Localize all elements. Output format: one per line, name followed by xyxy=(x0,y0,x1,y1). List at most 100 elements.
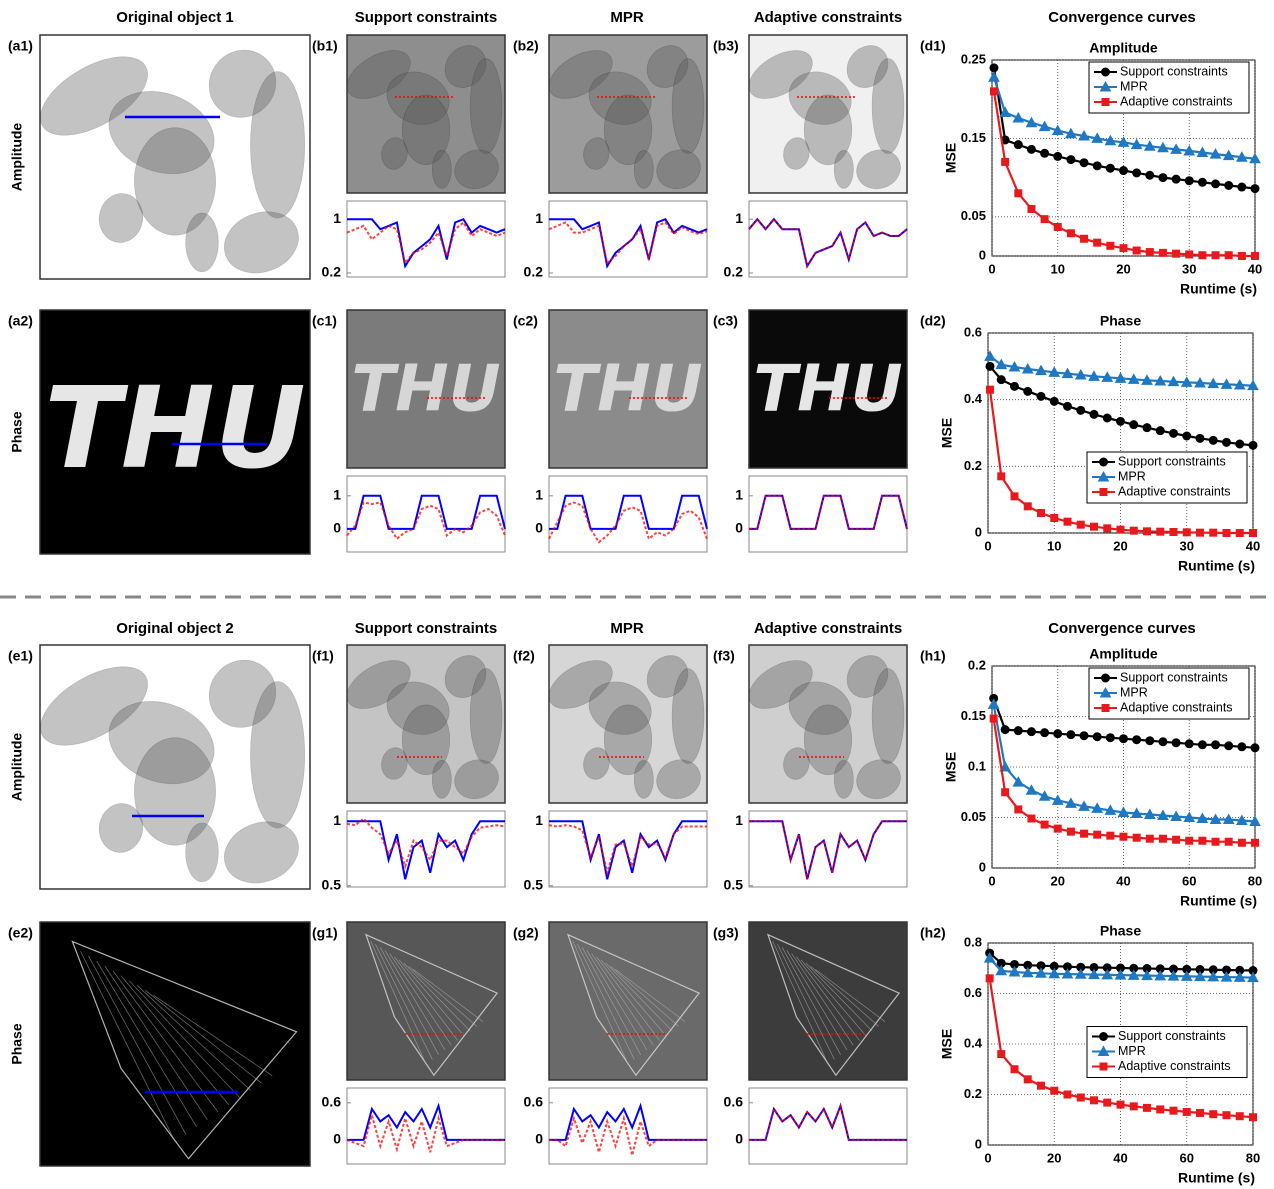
marker xyxy=(1172,249,1181,258)
marker xyxy=(1209,813,1222,825)
image-panel xyxy=(39,34,311,280)
marker xyxy=(1154,374,1167,386)
cell-shape xyxy=(783,747,810,780)
cell-shape xyxy=(71,940,298,1160)
chart: 0 0.05 0.1 0.15 0.2 0 20 40 60 80 Amplitude Runtime… xyxy=(943,646,1263,909)
chart: 10 xyxy=(333,475,506,553)
x-tick-label: 20 xyxy=(1051,873,1065,888)
marker xyxy=(1250,743,1260,753)
fiber xyxy=(572,940,629,1065)
legend-marker xyxy=(1101,98,1110,106)
marker xyxy=(1119,244,1128,253)
plot-area xyxy=(548,810,708,888)
y-tick-label: 0.5 xyxy=(322,876,342,892)
row-label: Phase xyxy=(9,1023,25,1064)
marker xyxy=(1023,1075,1032,1084)
cell-shape xyxy=(40,56,148,136)
x-tick-label: 80 xyxy=(1246,1150,1260,1165)
marker xyxy=(1012,111,1025,123)
marker xyxy=(1196,146,1209,158)
panel-label: (c3) xyxy=(713,313,738,329)
marker xyxy=(1143,527,1151,536)
cell-shape xyxy=(583,747,610,780)
image-frame xyxy=(748,921,908,1081)
y-tick-label: 0.15 xyxy=(961,708,986,723)
fiber xyxy=(80,951,176,1142)
marker xyxy=(1066,229,1075,238)
marker xyxy=(1001,788,1010,797)
image-frame xyxy=(39,309,311,555)
marker xyxy=(1196,528,1204,537)
marker xyxy=(1053,151,1063,161)
data-line xyxy=(346,501,506,541)
marker xyxy=(1103,524,1112,533)
x-tick-label: 40 xyxy=(1116,873,1130,888)
marker xyxy=(1235,529,1244,537)
fiber xyxy=(379,947,439,1055)
marker xyxy=(997,1050,1006,1059)
cell-shape xyxy=(671,58,705,154)
chart-title: Phase xyxy=(1100,923,1141,939)
panel-label: (f1) xyxy=(312,648,334,664)
image-panel xyxy=(346,34,506,194)
cell-shape xyxy=(98,193,144,243)
legend-marker xyxy=(1101,673,1110,683)
marker xyxy=(1235,1112,1244,1121)
chart: 0.60 xyxy=(524,1087,708,1165)
marker xyxy=(1194,376,1206,388)
image-frame xyxy=(346,34,506,194)
marker xyxy=(1061,367,1074,379)
y-tick-label: 1 xyxy=(735,812,743,828)
marker xyxy=(1251,838,1259,847)
panel-label: (b1) xyxy=(312,38,338,54)
x-tick-label: 10 xyxy=(1051,261,1065,276)
fiber xyxy=(791,953,854,1046)
chart: 0 0.2 0.4 0.6 0 10 20 30 40 Phase Runtime (s) MSE Su… xyxy=(939,313,1261,574)
panel-label: (h2) xyxy=(920,925,946,941)
cell-shape xyxy=(748,660,813,709)
x-tick-label: 20 xyxy=(1116,261,1130,276)
y-tick-label: 0.1 xyxy=(968,758,986,773)
image-panel xyxy=(748,644,908,804)
image-frame xyxy=(748,644,908,804)
x-tick-label: 30 xyxy=(1180,538,1194,553)
image-panel xyxy=(748,34,908,194)
marker xyxy=(1114,372,1127,383)
marker xyxy=(1101,968,1114,980)
marker xyxy=(1080,829,1089,838)
marker xyxy=(1040,148,1050,158)
marker xyxy=(1156,1105,1165,1114)
cell-shape xyxy=(346,50,411,99)
legend-marker xyxy=(1099,488,1108,496)
panel-label: (g1) xyxy=(312,925,338,941)
marker xyxy=(1211,837,1220,846)
cell-shape xyxy=(671,668,705,764)
y-tick-label: 0.6 xyxy=(964,985,982,1000)
marker xyxy=(1092,161,1102,171)
marker xyxy=(1185,836,1194,845)
marker xyxy=(1208,435,1218,445)
y-tick-label: 0.4 xyxy=(964,391,983,406)
y-tick-label: 1 xyxy=(535,812,543,828)
marker xyxy=(1235,439,1245,449)
marker xyxy=(1102,413,1112,423)
panel-label: (d2) xyxy=(920,313,946,329)
legend-label: MPR xyxy=(1118,1044,1146,1058)
marker xyxy=(1224,741,1234,751)
marker xyxy=(1089,409,1099,419)
marker xyxy=(1237,252,1246,260)
fiber xyxy=(805,962,873,1032)
marker xyxy=(999,760,1011,772)
marker xyxy=(1040,820,1049,829)
column-title: MPR xyxy=(610,620,644,637)
image-frame xyxy=(548,34,708,194)
marker xyxy=(1251,252,1259,260)
marker xyxy=(1195,433,1205,443)
y-tick-label: 0.15 xyxy=(961,130,986,145)
chart: 10.5 xyxy=(524,810,708,892)
cell-shape xyxy=(208,659,277,728)
image-frame xyxy=(39,644,311,890)
legend-label: Support constraints xyxy=(1118,454,1226,468)
data-line xyxy=(347,820,505,880)
marker xyxy=(1209,528,1218,537)
